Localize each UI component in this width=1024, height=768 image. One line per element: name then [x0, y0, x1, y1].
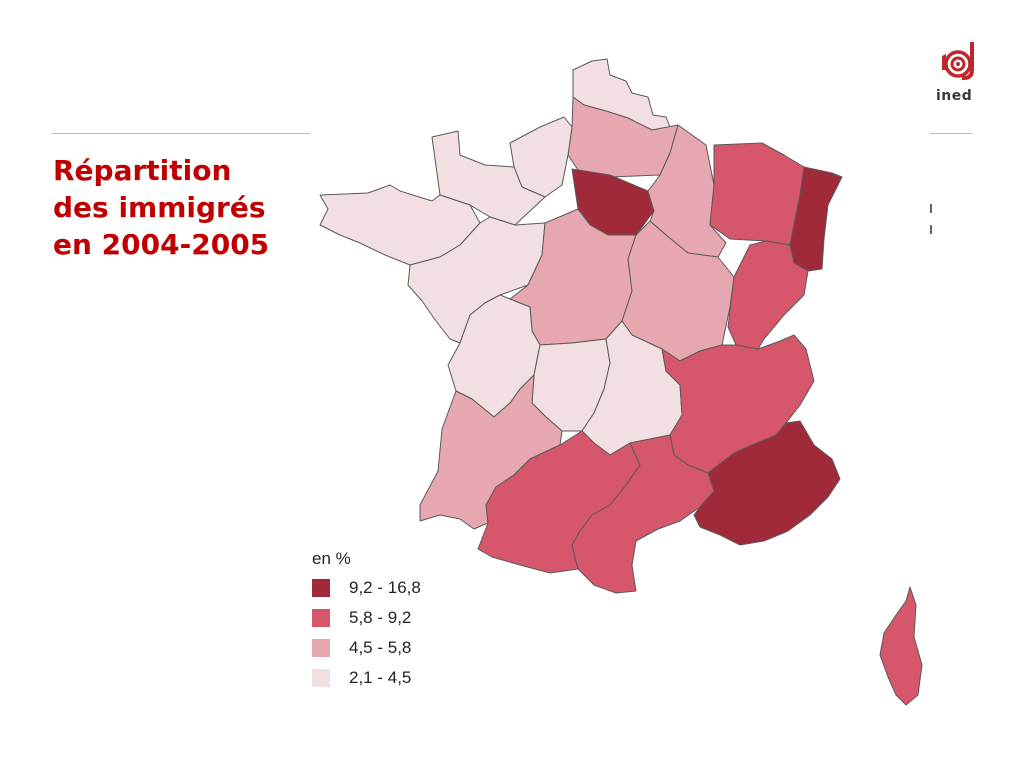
legend-label: 4,5 - 5,8: [349, 637, 412, 657]
legend-item: 9,2 - 16,8: [312, 575, 482, 600]
legend-swatch: [312, 668, 330, 687]
legend-swatch: [312, 638, 330, 657]
legend-item: 2,1 - 4,5: [312, 665, 482, 690]
region-pays-de-la-loire: [407, 216, 546, 344]
stray-marks: [930, 204, 933, 234]
legend-item: 4,5 - 5,8: [312, 635, 482, 660]
logo-text: ined: [936, 88, 973, 104]
title-line-2: des immigrés: [53, 191, 266, 224]
map-legend: en % 9,2 - 16,8 5,8 - 9,2 4,5 - 5,8 2,1 …: [312, 548, 482, 690]
region-corse: [879, 586, 923, 706]
legend-label: 2,1 - 4,5: [349, 667, 412, 687]
legend-swatch: [312, 608, 330, 627]
legend-label: 5,8 - 9,2: [349, 607, 412, 627]
region-provence-alpes-cote-d-azur: [693, 420, 841, 546]
title-line-3: en 2004-2005: [53, 228, 270, 261]
france-map: [310, 45, 930, 710]
region-alsace: [789, 166, 843, 272]
legend-item: 5,8 - 9,2: [312, 605, 482, 630]
header-rule-left: [52, 133, 310, 134]
title-line-1: Répartition: [53, 154, 232, 187]
slide-title: Répartition des immigrés en 2004-2005: [53, 152, 303, 263]
legend-heading: en %: [312, 549, 351, 568]
header-rule-right: [930, 133, 972, 134]
legend-swatch: [312, 578, 330, 597]
region-languedoc-roussillon: [571, 434, 715, 594]
region-lorraine: [709, 142, 805, 246]
ined-logo: ined: [930, 36, 980, 106]
ined-logo-icon: [942, 42, 974, 80]
legend-label: 9,2 - 16,8: [349, 577, 421, 597]
